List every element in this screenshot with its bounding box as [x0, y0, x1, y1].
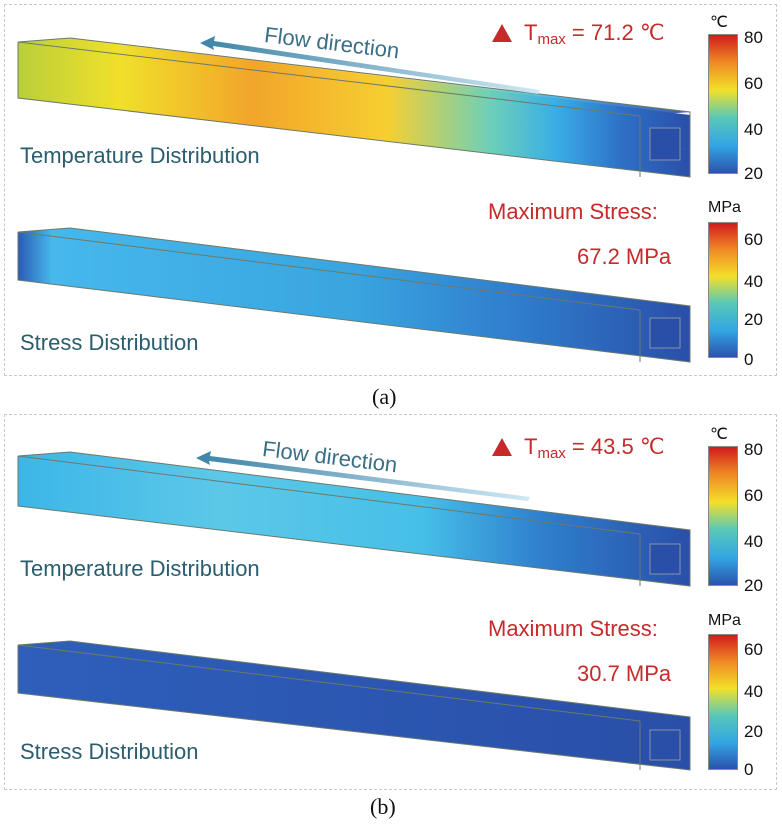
stress-unit-b: MPa — [708, 612, 741, 629]
flow-arrow-a — [200, 36, 540, 94]
temperature-beam-a — [17, 37, 691, 178]
tmax-value: = 71.2 ℃ — [571, 20, 665, 45]
stress-tick-b-0: 60 — [744, 640, 763, 659]
caption-b: (b) — [370, 794, 396, 819]
panel-a — [4, 4, 777, 376]
temp-tick-a-3: 20 — [744, 164, 763, 183]
tmax-marker-b — [492, 438, 512, 456]
tmax-readout-a: Tmax = 71.2 ℃ — [524, 20, 665, 48]
tmax-value: = 43.5 ℃ — [571, 434, 665, 459]
tmax-readout-b: Tmax = 43.5 ℃ — [524, 434, 665, 462]
stress-tick-a-3: 0 — [744, 350, 754, 369]
temp-colorbar-b — [708, 446, 738, 586]
temp-unit-a: ℃ — [710, 14, 728, 31]
caption-a: (a) — [372, 384, 397, 409]
temp-tick-b-2: 40 — [744, 532, 763, 551]
temperature-beam-b — [17, 451, 691, 587]
stress-beam-a — [17, 227, 691, 363]
stress-tick-b-3: 0 — [744, 760, 754, 779]
tmax-prefix: T — [524, 20, 538, 45]
temp-tick-a-1: 60 — [744, 74, 763, 93]
tmax-prefix: T — [524, 434, 538, 459]
max-stress-value-b: 30.7 MPa — [577, 661, 672, 686]
max-stress-value-a: 67.2 MPa — [577, 244, 672, 269]
stress-colorbar-b — [708, 634, 738, 770]
stress-tick-a-0: 60 — [744, 230, 763, 249]
temperature-label-a: Temperature Distribution — [20, 143, 260, 168]
flow-arrow-b — [196, 451, 530, 501]
stress-tick-a-1: 40 — [744, 272, 763, 291]
stress-colorbar-a — [708, 222, 738, 358]
temp-tick-b-3: 20 — [744, 576, 763, 595]
panel-b — [4, 414, 777, 790]
max-stress-label-b: Maximum Stress: — [488, 616, 658, 641]
temp-colorbar-a — [708, 34, 738, 174]
stress-unit-a: MPa — [708, 199, 741, 216]
temp-tick-b-0: 80 — [744, 440, 763, 459]
max-stress-label-a: Maximum Stress: — [488, 199, 658, 224]
temp-tick-b-1: 60 — [744, 486, 763, 505]
temp-tick-a-2: 40 — [744, 120, 763, 139]
stress-tick-a-2: 20 — [744, 310, 763, 329]
tmax-sub: max — [537, 445, 566, 462]
temp-unit-b: ℃ — [710, 426, 728, 443]
stress-tick-b-2: 20 — [744, 722, 763, 741]
stress-label-a: Stress Distribution — [20, 330, 199, 355]
tmax-marker-a — [492, 24, 512, 42]
temperature-label-b: Temperature Distribution — [20, 556, 260, 581]
tmax-sub: max — [537, 31, 566, 48]
stress-label-b: Stress Distribution — [20, 739, 199, 764]
stress-beam-b — [17, 640, 691, 771]
stress-tick-b-1: 40 — [744, 682, 763, 701]
temp-tick-a-0: 80 — [744, 28, 763, 47]
